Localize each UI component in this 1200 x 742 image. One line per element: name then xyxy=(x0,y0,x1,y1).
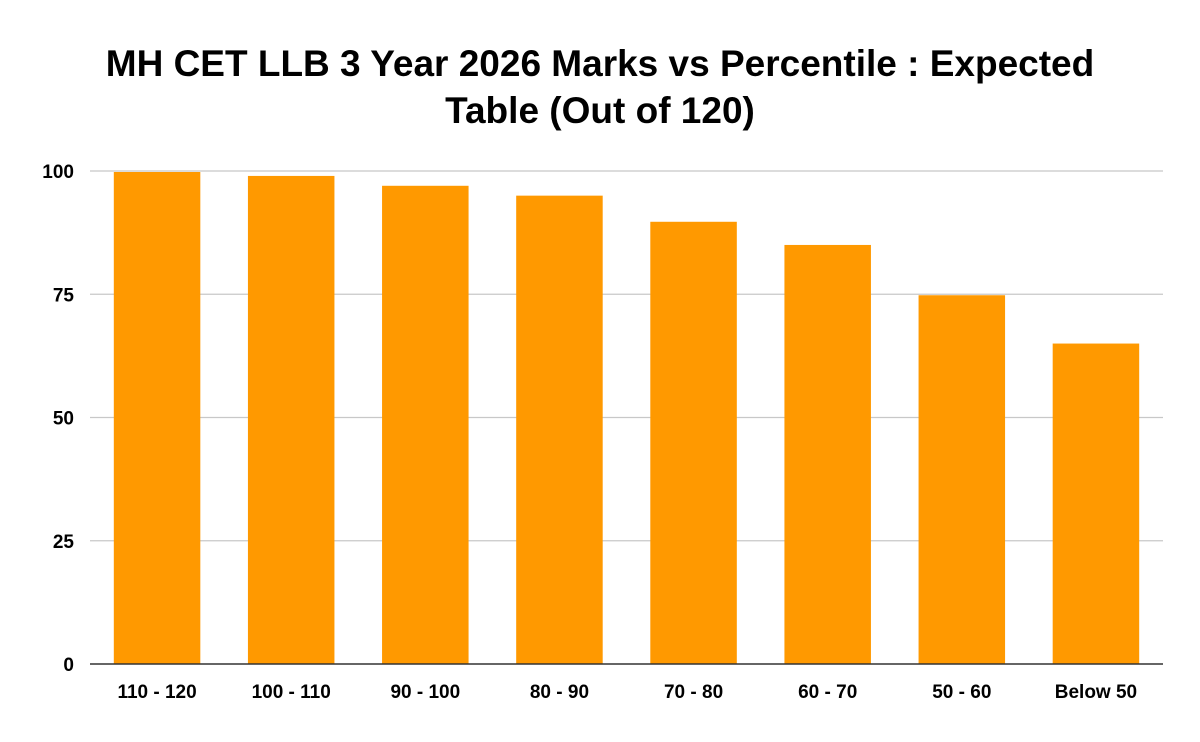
bar xyxy=(784,244,871,664)
bar xyxy=(1052,343,1140,664)
y-tick-label: 50 xyxy=(53,409,74,430)
chart-title-line-2: Table (Out of 120) xyxy=(445,90,755,131)
bar xyxy=(650,221,737,665)
y-tick-label: 0 xyxy=(63,655,74,676)
bars xyxy=(113,171,1140,665)
bar xyxy=(918,295,1006,664)
x-tick-label: 100 - 110 xyxy=(252,682,331,703)
y-tick-label: 25 xyxy=(53,532,75,553)
bar xyxy=(382,185,469,665)
y-tick-label: 100 xyxy=(42,162,74,183)
bar xyxy=(247,175,335,664)
y-tick-label: 75 xyxy=(53,285,75,306)
x-tick-label: 80 - 90 xyxy=(530,682,589,703)
y-tick-labels: 0 25 50 75 100 xyxy=(42,162,74,676)
bar xyxy=(113,171,201,664)
x-tick-label: Below 50 xyxy=(1055,682,1137,703)
chart-title-line-1: MH CET LLB 3 Year 2026 Marks vs Percenti… xyxy=(105,43,1095,84)
x-tick-labels: 110 - 120 100 - 110 90 - 100 80 - 90 70 - 80… xyxy=(117,682,1137,703)
x-tick-label: 70 - 80 xyxy=(664,682,723,703)
x-tick-label: 110 - 120 xyxy=(117,682,196,703)
x-tick-label: 90 - 100 xyxy=(390,682,460,703)
bar xyxy=(516,195,603,664)
x-tick-label: 50 - 60 xyxy=(932,682,991,703)
x-tick-label: 60 - 70 xyxy=(798,682,857,703)
chart-title: MH CET LLB 3 Year 2026 Marks vs Percenti… xyxy=(0,40,1200,134)
